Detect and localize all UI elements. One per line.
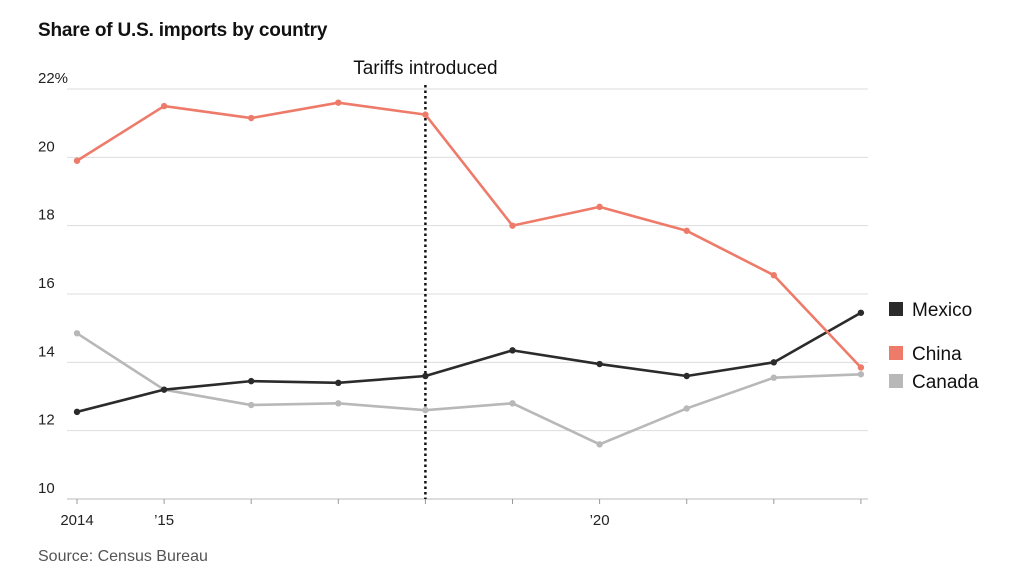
point-china-2014 — [73, 157, 81, 164]
point-china-2022 — [770, 272, 777, 279]
point-mexico-2022 — [770, 359, 777, 366]
x-tick-label-2014: 2014 — [60, 512, 93, 529]
tariff-annotation: Tariffs introduced — [353, 58, 498, 499]
tariff-label: Tariffs introduced — [353, 58, 497, 79]
source-note: Source: Census Bureau — [38, 548, 208, 565]
legend-swatch-canada — [889, 374, 903, 388]
x-tick-label-2015: ’15 — [154, 512, 174, 529]
x-tick-label-2020: ’20 — [590, 512, 610, 529]
point-china-2023 — [857, 364, 865, 371]
point-mexico-2015 — [160, 386, 168, 393]
legend-label-mexico: Mexico — [912, 300, 972, 321]
x-axis: 2014 ’15 ’20 — [60, 499, 862, 529]
point-canada-2017 — [335, 400, 342, 407]
point-canada-2020 — [596, 441, 603, 448]
point-canada-2014 — [73, 330, 81, 337]
series-line-canada — [76, 332, 861, 446]
point-mexico-2014 — [73, 408, 81, 416]
y-tick-label-18: 18 — [38, 207, 55, 224]
point-china-2015 — [160, 102, 168, 110]
legend-label-china: China — [912, 344, 962, 365]
y-tick-label-20: 20 — [38, 138, 55, 155]
point-mexico-2020 — [596, 360, 603, 368]
point-china-2019 — [509, 222, 516, 229]
point-mexico-2023 — [857, 309, 865, 316]
point-canada-2022 — [770, 374, 777, 381]
gridlines — [67, 88, 868, 500]
point-canada-2023 — [857, 371, 865, 378]
series-line-mexico — [76, 311, 862, 414]
legend-label-canada: Canada — [912, 372, 979, 393]
point-canada-2019 — [509, 400, 516, 407]
legend-swatch-mexico — [889, 302, 903, 316]
legend-swatch-china — [889, 346, 903, 360]
point-china-2021 — [683, 227, 690, 234]
point-canada-2018 — [422, 406, 429, 414]
y-tick-label-12: 12 — [38, 412, 55, 429]
series-line-china — [76, 101, 862, 369]
y-axis-ticks: 10 12 14 16 18 20 22% — [38, 70, 68, 497]
point-mexico-2016 — [248, 377, 255, 385]
point-china-2018 — [422, 111, 429, 118]
y-tick-label-16: 16 — [38, 275, 55, 292]
point-china-2017 — [335, 99, 342, 106]
point-mexico-2021 — [683, 372, 690, 380]
point-china-2016 — [248, 114, 255, 122]
point-mexico-2018 — [422, 372, 429, 380]
point-mexico-2019 — [509, 347, 516, 354]
chart-title: Share of U.S. imports by country — [38, 20, 328, 41]
y-tick-label-10: 10 — [38, 480, 55, 497]
y-tick-label-22: 22% — [38, 70, 68, 87]
y-tick-label-14: 14 — [38, 343, 55, 360]
point-canada-2016 — [248, 401, 255, 409]
point-china-2020 — [596, 203, 603, 211]
point-mexico-2017 — [335, 379, 342, 387]
point-canada-2021 — [683, 405, 690, 412]
series-lines — [73, 99, 865, 448]
legend: Mexico China Canada — [889, 300, 979, 393]
